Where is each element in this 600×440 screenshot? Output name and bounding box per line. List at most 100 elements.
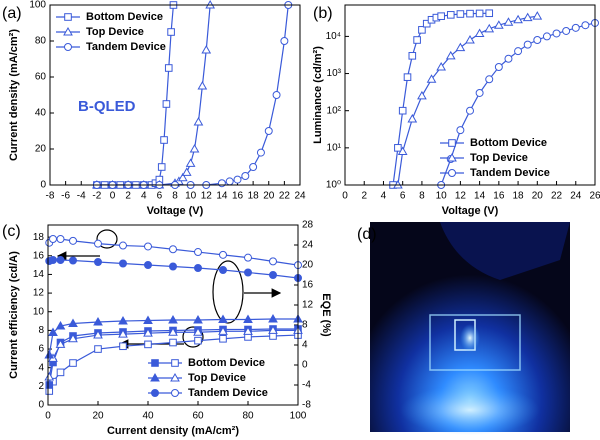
data-point: [45, 381, 54, 389]
data-point: [118, 315, 128, 325]
x-tick-label: 80: [242, 411, 254, 422]
data-point: [484, 23, 495, 33]
data-point: [394, 144, 402, 152]
data-point: [168, 314, 178, 324]
data-point: [475, 88, 484, 97]
x-tick-label: 24: [294, 191, 306, 202]
legend-marker: [171, 359, 179, 367]
y-tick-label: 2: [38, 381, 44, 392]
data-point: [494, 63, 503, 72]
x-tick-label: 18: [513, 191, 525, 202]
data-point: [193, 314, 203, 324]
data-point: [243, 314, 253, 323]
data-point: [143, 328, 153, 337]
y-tick-label: 10: [33, 306, 45, 317]
data-point: [119, 342, 127, 351]
y-tick-label: 10³: [327, 68, 342, 79]
data-point: [446, 11, 455, 19]
data-point: [269, 271, 277, 279]
y-tick-label: 0: [40, 180, 46, 191]
y-tick-label: 100: [29, 0, 46, 11]
x-tick-label: 14: [474, 191, 486, 202]
data-point: [68, 333, 78, 343]
y-tick-label: 12: [33, 288, 45, 299]
data-point: [194, 264, 202, 272]
legend-label: Bottom Device: [86, 11, 163, 23]
legend-marker: [64, 43, 72, 51]
y2-tick-label: -8: [302, 400, 311, 411]
data-point: [243, 326, 253, 335]
series-line: [96, 5, 289, 185]
panel-label: (c): [2, 223, 21, 240]
x-axis-label: Current density (mA/cm²): [107, 425, 239, 437]
plot-frame: [344, 4, 596, 186]
data-point: [157, 163, 166, 171]
x-tick-label: 12: [455, 191, 467, 202]
x-tick-label: 20: [92, 411, 104, 422]
legend-marker: [63, 26, 73, 36]
data-point: [436, 61, 447, 71]
x-tick-label: 8: [419, 191, 425, 202]
x-tick-label: 16: [493, 191, 505, 202]
data-point: [69, 359, 77, 367]
legend-marker: [64, 13, 72, 21]
x-tick-label: 4: [141, 191, 147, 202]
data-point: [397, 146, 408, 155]
data-point: [48, 327, 58, 336]
data-point: [69, 256, 77, 265]
legend-label: Tandem Device: [188, 387, 268, 399]
series-line: [48, 329, 298, 378]
x-tick-label: -8: [46, 191, 55, 202]
data-point: [56, 256, 65, 264]
data-point: [504, 54, 513, 63]
y-axis-label: Current efficiency (cd/A): [8, 251, 20, 379]
data-point: [475, 9, 484, 18]
legend-marker: [151, 359, 159, 367]
data-point: [219, 266, 227, 274]
x-tick-label: -4: [77, 191, 86, 202]
data-point: [193, 116, 204, 126]
x-tick-label: 10: [185, 191, 197, 202]
data-point: [44, 372, 55, 381]
x-tick-label: 0: [45, 411, 51, 422]
data-point: [465, 34, 475, 44]
y-tick-label: 40: [35, 108, 47, 119]
data-point: [55, 339, 66, 348]
data-point: [514, 47, 523, 56]
x-tick-label: -6: [61, 191, 70, 202]
data-point: [49, 256, 57, 264]
data-point: [407, 113, 418, 123]
data-point: [268, 325, 278, 334]
data-point: [437, 12, 445, 20]
data-point: [168, 327, 178, 336]
y-tick-label: 10¹: [327, 142, 342, 153]
y-tick-label: 60: [35, 72, 47, 83]
data-point: [167, 28, 175, 36]
x-tick-label: 6: [157, 191, 163, 202]
data-point: [69, 236, 77, 245]
data-point: [513, 14, 523, 24]
data-point: [455, 42, 466, 52]
data-point: [249, 163, 258, 171]
data-point: [244, 253, 252, 262]
data-point: [408, 52, 417, 60]
y-tick-label: 10⁴: [326, 31, 341, 42]
data-point: [426, 74, 437, 83]
data-point: [56, 234, 65, 243]
data-point: [219, 250, 227, 259]
x-tick-label: 0: [110, 191, 116, 202]
y-tick-label: 10²: [327, 105, 342, 116]
x-tick-label: 18: [248, 191, 260, 202]
legend-marker: [448, 139, 456, 147]
legend-marker: [151, 389, 159, 397]
data-point: [144, 340, 152, 349]
data-point: [280, 37, 289, 45]
y-tick-label: 10⁰: [326, 180, 341, 191]
y2-axis-label: EQE (%): [320, 293, 332, 337]
data-point: [194, 336, 202, 345]
y2-tick-label: 16: [302, 280, 314, 291]
data-point: [181, 167, 192, 176]
panel-label: (a): [2, 5, 22, 22]
y2-tick-label: 20: [302, 260, 314, 271]
data-point: [445, 50, 456, 60]
